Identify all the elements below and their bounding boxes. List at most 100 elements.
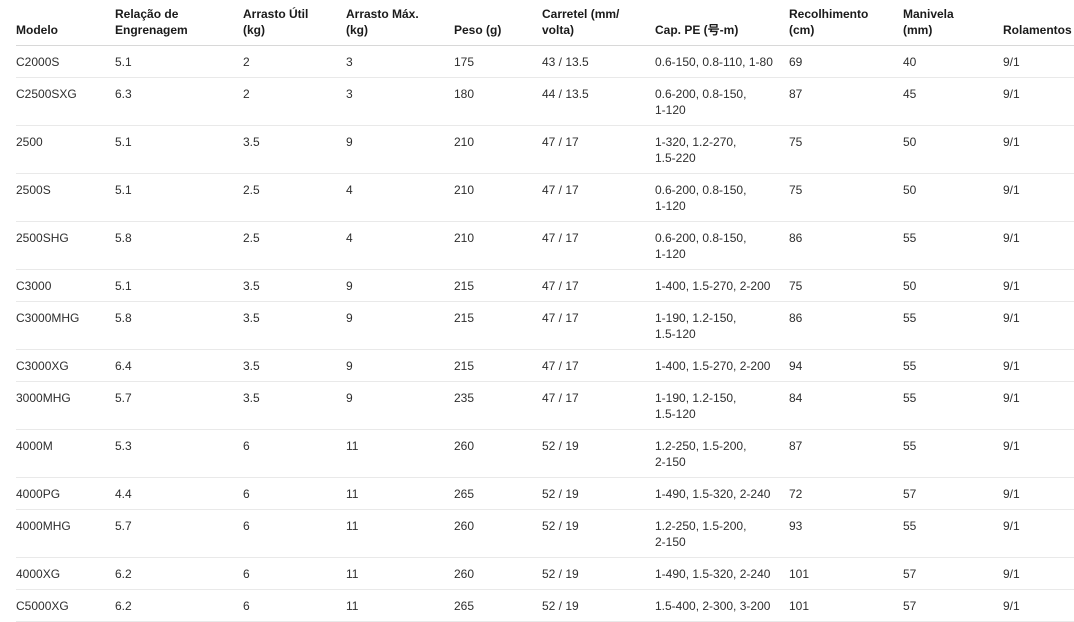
cell-manivela: 57 [903,589,1003,622]
table-row: C3000MHG 5.8 3.5 9 215 47 / 17 1-190, 1.2-150,… [16,301,1074,350]
cell-arrasto-util: 2.5 [243,221,346,270]
cell-rolamentos: 9/1 [1003,477,1074,510]
cell-recolhimento: 84 [789,381,903,430]
cell-modelo: 3000MHG [16,381,115,430]
cell-arrasto-util: 3.5 [243,349,346,382]
table-row: 4000XG 6.2 6 11 260 52 / 19 1-490, 1.5-320, 2-… [16,557,1074,590]
cell-arrasto-max: 3 [346,77,454,126]
table-row: 4000M 5.3 6 11 260 52 / 19 1.2-250, 1.5-200, 2… [16,429,1074,478]
cell-modelo: 2500S [16,173,115,222]
cell-rolamentos: 9/1 [1003,221,1074,270]
cell-arrasto-max: 9 [346,381,454,430]
col-header-relacao: Relação de Engrenagem [115,0,243,46]
cell-peso: 265 [454,477,542,510]
cell-carretel: 47 / 17 [542,269,655,302]
cell-arrasto-util: 3.5 [243,381,346,430]
cell-arrasto-util: 2 [243,77,346,126]
cell-carretel: 52 / 19 [542,429,655,478]
cell-cap-pe: 1.5-400, 2-300, 3-200 [655,589,789,622]
cell-modelo: C2500SXG [16,77,115,126]
cell-arrasto-util: 6 [243,557,346,590]
table-row: 4000PG 4.4 6 11 265 52 / 19 1-490, 1.5-320, 2-… [16,477,1074,510]
cell-arrasto-max: 11 [346,429,454,478]
cell-peso: 210 [454,221,542,270]
table-row: 2500 5.1 3.5 9 210 47 / 17 1-320, 1.2-270, 1.5… [16,125,1074,174]
cell-carretel: 52 / 19 [542,557,655,590]
cell-relacao: 6.2 [115,557,243,590]
table-row: 2500S 5.1 2.5 4 210 47 / 17 0.6-200, 0.8-150, … [16,173,1074,222]
cell-recolhimento: 94 [789,349,903,382]
cell-rolamentos: 9/1 [1003,429,1074,478]
cell-peso: 210 [454,125,542,174]
cell-arrasto-max: 4 [346,173,454,222]
col-header-rolamentos: Rolamentos [1003,0,1074,46]
cell-carretel: 52 / 19 [542,589,655,622]
cell-relacao: 5.8 [115,301,243,350]
cell-rolamentos: 9/1 [1003,557,1074,590]
cell-rolamentos: 9/1 [1003,173,1074,222]
cell-rolamentos: 9/1 [1003,125,1074,174]
cell-recolhimento: 101 [789,557,903,590]
cell-manivela: 50 [903,125,1003,174]
cell-carretel: 47 / 17 [542,301,655,350]
cell-relacao: 5.7 [115,509,243,558]
table-row: C2500SXG 6.3 2 3 180 44 / 13.5 0.6-200, 0.8-15… [16,77,1074,126]
col-header-carretel: Carretel (mm/ volta) [542,0,655,46]
cell-peso: 180 [454,77,542,126]
table-row: C3000XG 6.4 3.5 9 215 47 / 17 1-400, 1.5-270, … [16,349,1074,382]
cell-carretel: 52 / 19 [542,477,655,510]
cell-recolhimento: 87 [789,429,903,478]
cell-rolamentos: 9/1 [1003,77,1074,126]
cell-arrasto-max: 11 [346,477,454,510]
cell-modelo: C5000XG [16,589,115,622]
cell-peso: 260 [454,429,542,478]
cell-cap-pe: 1-490, 1.5-320, 2-240 [655,557,789,590]
cell-manivela: 55 [903,221,1003,270]
table-row: 3000MHG 5.7 3.5 9 235 47 / 17 1-190, 1.2-150, … [16,381,1074,430]
cell-arrasto-util: 6 [243,429,346,478]
cell-recolhimento: 86 [789,301,903,350]
cell-arrasto-max: 3 [346,45,454,78]
cell-relacao: 6.3 [115,77,243,126]
cell-cap-pe: 0.6-150, 0.8-110, 1-80 [655,45,789,78]
cell-arrasto-max: 9 [346,269,454,302]
cell-cap-pe: 1-190, 1.2-150, 1.5-120 [655,381,789,430]
cell-carretel: 44 / 13.5 [542,77,655,126]
cell-manivela: 45 [903,77,1003,126]
cell-arrasto-max: 4 [346,221,454,270]
cell-arrasto-util: 2 [243,45,346,78]
cell-relacao: 5.8 [115,221,243,270]
header-row: Modelo Relação de Engrenagem Arrasto Úti… [16,0,1074,46]
col-header-modelo: Modelo [16,0,115,46]
cell-peso: 175 [454,45,542,78]
cell-cap-pe: 0.6-200, 0.8-150, 1-120 [655,221,789,270]
cell-manivela: 55 [903,301,1003,350]
cell-rolamentos: 9/1 [1003,589,1074,622]
cell-modelo: 4000XG [16,557,115,590]
cell-relacao: 6.4 [115,349,243,382]
cell-recolhimento: 87 [789,77,903,126]
cell-carretel: 47 / 17 [542,349,655,382]
cell-peso: 235 [454,381,542,430]
cell-rolamentos: 9/1 [1003,301,1074,350]
cell-arrasto-util: 6 [243,477,346,510]
table-header: Modelo Relação de Engrenagem Arrasto Úti… [16,0,1074,46]
cell-arrasto-max: 9 [346,349,454,382]
cell-cap-pe: 1.2-250, 1.5-200, 2-150 [655,429,789,478]
cell-relacao: 5.7 [115,381,243,430]
cell-manivela: 55 [903,509,1003,558]
cell-modelo: 2500SHG [16,221,115,270]
cell-peso: 215 [454,349,542,382]
cell-cap-pe: 1-400, 1.5-270, 2-200 [655,269,789,302]
cell-cap-pe: 1-190, 1.2-150, 1.5-120 [655,301,789,350]
cell-modelo: C2000S [16,45,115,78]
table-row: C5000XG 6.2 6 11 265 52 / 19 1.5-400, 2-300, 3… [16,589,1074,622]
cell-recolhimento: 75 [789,125,903,174]
cell-arrasto-max: 11 [346,557,454,590]
table-row: 4000MHG 5.7 6 11 260 52 / 19 1.2-250, 1.5-200,… [16,509,1074,558]
cell-arrasto-max: 11 [346,509,454,558]
cell-relacao: 5.1 [115,173,243,222]
cell-manivela: 50 [903,173,1003,222]
cell-relacao: 5.1 [115,125,243,174]
cell-cap-pe: 1-400, 1.5-270, 2-200 [655,349,789,382]
